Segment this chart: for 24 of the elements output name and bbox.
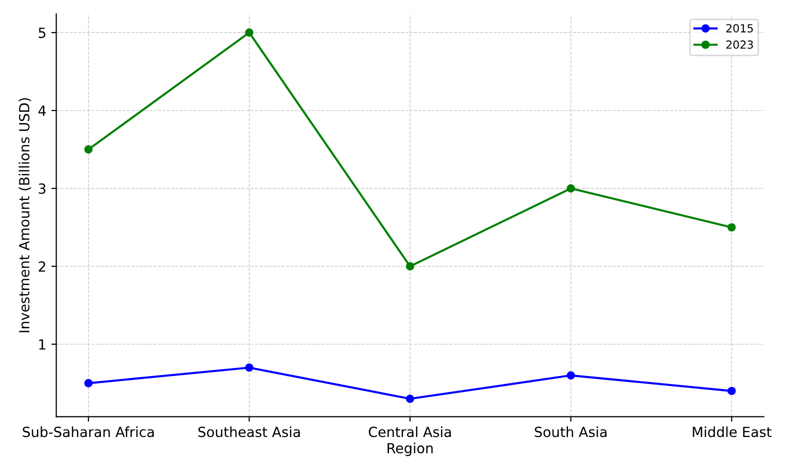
point bbox=[727, 223, 736, 232]
point bbox=[245, 28, 254, 37]
point bbox=[406, 262, 414, 270]
x-tick-label: Central Asia bbox=[368, 426, 451, 438]
x-tick-label: Southeast Asia bbox=[198, 426, 300, 438]
y-tick-label: 4 bbox=[38, 106, 46, 116]
point bbox=[727, 386, 736, 396]
x-tick-label: Sub-Saharan Africa bbox=[22, 426, 154, 438]
point bbox=[406, 394, 414, 403]
y-tick-label: 2 bbox=[38, 261, 46, 272]
point bbox=[84, 379, 93, 388]
y-tick-label: 5 bbox=[38, 28, 46, 38]
y-tick-label: 1 bbox=[39, 339, 46, 350]
x-tick-label: South Asia bbox=[534, 426, 607, 438]
point bbox=[566, 184, 576, 193]
legend-label: 2023 bbox=[726, 40, 753, 49]
x-axis-title: Region bbox=[388, 442, 433, 456]
legend-label: 2015 bbox=[726, 24, 753, 32]
y-axis-title: Investment Amount (Billions USD) bbox=[18, 98, 32, 332]
y-tick-label: 3 bbox=[38, 183, 46, 194]
point bbox=[84, 145, 93, 154]
point bbox=[245, 363, 254, 372]
x-tick-label: Middle East bbox=[692, 426, 772, 438]
point bbox=[566, 371, 576, 380]
